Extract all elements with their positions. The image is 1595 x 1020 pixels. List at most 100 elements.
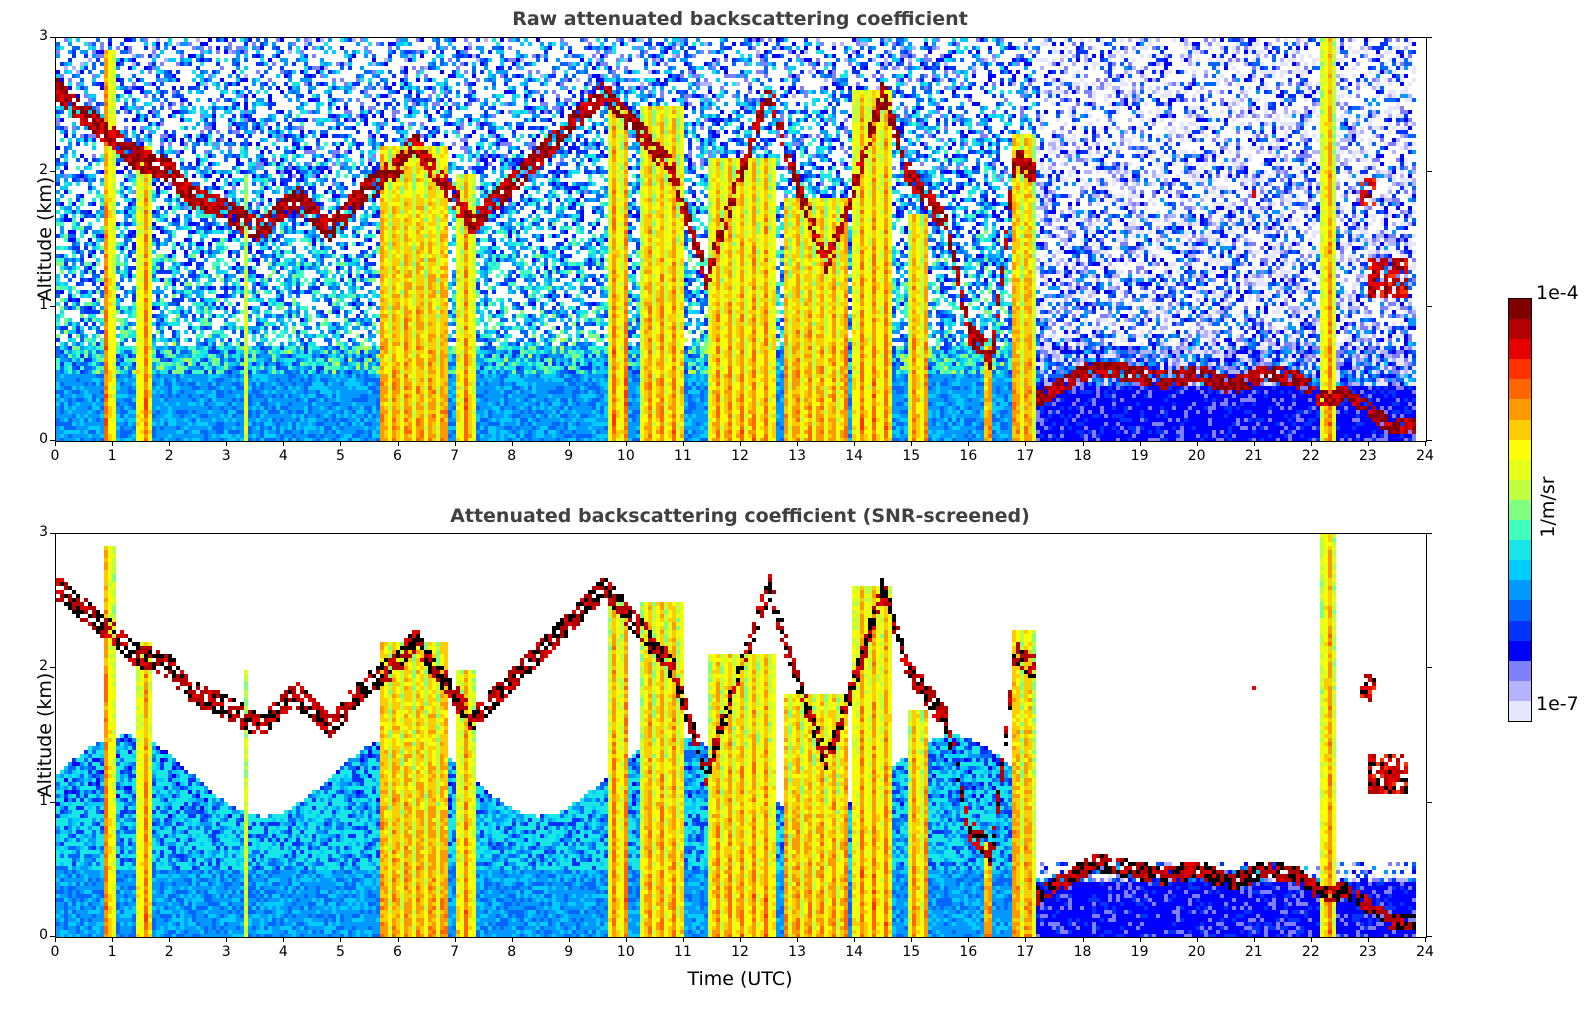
x-tick-mark bbox=[340, 441, 342, 446]
colorbar-swatch bbox=[1509, 640, 1531, 661]
x-tick-label: 5 bbox=[325, 944, 355, 960]
x-tick-label: 13 bbox=[782, 944, 812, 960]
x-tick-mark bbox=[1025, 937, 1027, 942]
x-tick-mark bbox=[1253, 937, 1255, 942]
x-tick-label: 1 bbox=[97, 944, 127, 960]
x-tick-label: 18 bbox=[1068, 944, 1098, 960]
colorbar-swatch bbox=[1509, 580, 1531, 601]
colorbar bbox=[1508, 298, 1532, 722]
x-tick-label: 16 bbox=[953, 448, 983, 464]
x-tick-mark bbox=[226, 937, 228, 942]
x-tick-label: 16 bbox=[953, 944, 983, 960]
x-tick-mark bbox=[511, 441, 513, 446]
x-tick-label: 2 bbox=[154, 448, 184, 464]
x-tick-mark bbox=[1082, 937, 1084, 942]
x-tick-mark bbox=[568, 441, 570, 446]
x-tick-mark bbox=[740, 937, 741, 942]
x-tick-label: 18 bbox=[1068, 448, 1098, 464]
x-tick-label: 22 bbox=[1296, 944, 1326, 960]
x-tick-label: 19 bbox=[1125, 944, 1155, 960]
colorbar-unit-label: 1/m/sr bbox=[1537, 467, 1559, 547]
x-tick-label: 10 bbox=[611, 944, 641, 960]
x-tick-mark bbox=[283, 441, 285, 446]
bottom-y-axis-label: Altitude (km) bbox=[34, 655, 56, 815]
top-y-axis-label: Altitude (km) bbox=[34, 159, 56, 319]
x-tick-mark bbox=[112, 937, 114, 942]
x-tick-label: 6 bbox=[383, 448, 413, 464]
x-tick-mark bbox=[55, 441, 56, 446]
y-tick-label: 3 bbox=[30, 524, 48, 540]
x-tick-label: 7 bbox=[440, 944, 470, 960]
y-tick-label: 0 bbox=[30, 431, 48, 447]
x-tick-mark bbox=[169, 937, 171, 942]
x-tick-label: 4 bbox=[268, 448, 298, 464]
x-tick-label: 6 bbox=[383, 944, 413, 960]
colorbar-swatch bbox=[1509, 379, 1531, 400]
x-tick-mark bbox=[568, 937, 570, 942]
colorbar-swatch bbox=[1509, 520, 1531, 541]
x-tick-mark bbox=[854, 937, 856, 942]
colorbar-swatch bbox=[1509, 399, 1531, 420]
x-tick-label: 12 bbox=[725, 944, 755, 960]
x-tick-label: 5 bbox=[325, 448, 355, 464]
x-tick-mark bbox=[911, 441, 913, 446]
colorbar-swatch bbox=[1509, 560, 1531, 581]
x-tick-mark bbox=[1425, 441, 1426, 446]
x-tick-label: 21 bbox=[1239, 944, 1269, 960]
x-tick-mark bbox=[454, 441, 456, 446]
x-tick-label: 20 bbox=[1182, 944, 1212, 960]
y-tick-mark bbox=[50, 936, 55, 937]
colorbar-swatch bbox=[1509, 700, 1531, 721]
x-tick-label: 12 bbox=[725, 448, 755, 464]
x-tick-mark bbox=[1310, 937, 1312, 942]
x-tick-mark bbox=[112, 441, 114, 446]
y-tick-mark bbox=[50, 801, 55, 803]
x-tick-label: 14 bbox=[839, 944, 869, 960]
x-tick-mark bbox=[454, 937, 456, 942]
x-tick-label: 8 bbox=[497, 448, 527, 464]
x-tick-label: 3 bbox=[211, 944, 241, 960]
y-tick-mark bbox=[50, 37, 55, 38]
colorbar-swatch bbox=[1509, 459, 1531, 480]
x-tick-label: 3 bbox=[211, 448, 241, 464]
x-tick-mark bbox=[682, 937, 684, 942]
x-tick-label: 11 bbox=[668, 944, 698, 960]
y-tick-mark bbox=[1427, 171, 1432, 173]
y-tick-label: 1 bbox=[30, 793, 48, 809]
y-tick-label: 3 bbox=[30, 28, 48, 44]
x-tick-label: 0 bbox=[40, 448, 70, 464]
y-tick-mark bbox=[1427, 440, 1432, 441]
y-tick-mark bbox=[50, 533, 55, 534]
x-tick-mark bbox=[625, 441, 627, 446]
x-tick-mark bbox=[283, 937, 285, 942]
colorbar-swatch bbox=[1509, 439, 1531, 460]
colorbar-swatch bbox=[1509, 319, 1531, 340]
x-tick-label: 1 bbox=[97, 448, 127, 464]
x-tick-mark bbox=[1253, 441, 1255, 446]
x-tick-label: 7 bbox=[440, 448, 470, 464]
y-tick-mark bbox=[1427, 305, 1432, 307]
x-tick-label: 22 bbox=[1296, 448, 1326, 464]
colorbar-min-label: 1e-7 bbox=[1536, 693, 1579, 715]
y-tick-mark bbox=[50, 440, 55, 441]
x-tick-mark bbox=[226, 441, 228, 446]
x-tick-label: 21 bbox=[1239, 448, 1269, 464]
x-tick-mark bbox=[55, 937, 56, 942]
x-tick-mark bbox=[911, 937, 913, 942]
heatmap-cells bbox=[56, 38, 1416, 441]
x-tick-label: 23 bbox=[1353, 448, 1383, 464]
x-tick-mark bbox=[682, 441, 684, 446]
colorbar-swatch bbox=[1509, 419, 1531, 440]
y-tick-mark bbox=[50, 667, 55, 669]
x-tick-label: 20 bbox=[1182, 448, 1212, 464]
x-tick-mark bbox=[1367, 441, 1369, 446]
y-tick-mark bbox=[1427, 801, 1432, 803]
x-tick-mark bbox=[797, 937, 799, 942]
x-tick-label: 14 bbox=[839, 448, 869, 464]
colorbar-swatch bbox=[1509, 479, 1531, 500]
colorbar-swatch bbox=[1509, 339, 1531, 360]
heatmap-cells bbox=[56, 534, 1416, 937]
x-tick-label: 9 bbox=[554, 448, 584, 464]
x-tick-mark bbox=[1139, 441, 1141, 446]
x-tick-mark bbox=[854, 441, 856, 446]
